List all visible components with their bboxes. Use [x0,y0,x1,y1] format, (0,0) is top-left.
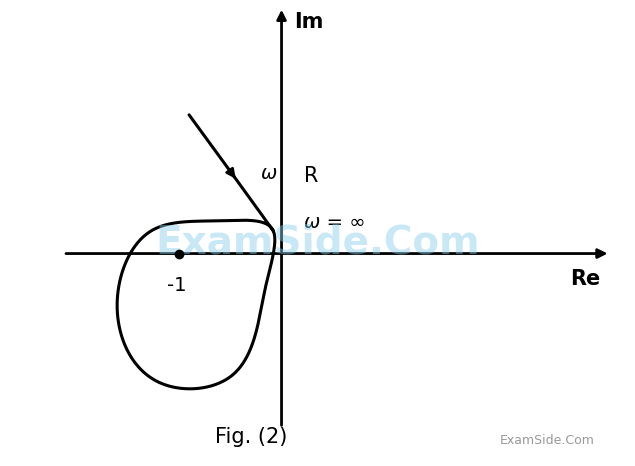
Text: Re: Re [570,269,600,289]
Text: Im: Im [294,12,323,32]
Text: ExamSide.Com: ExamSide.Com [500,434,595,447]
Text: ω: ω [261,164,277,183]
Text: Fig. (2): Fig. (2) [215,427,287,447]
Text: ω = ∞: ω = ∞ [304,213,366,232]
Text: -1: -1 [167,276,187,295]
Text: R: R [304,166,319,186]
Text: ExamSide.Com: ExamSide.Com [155,223,480,261]
